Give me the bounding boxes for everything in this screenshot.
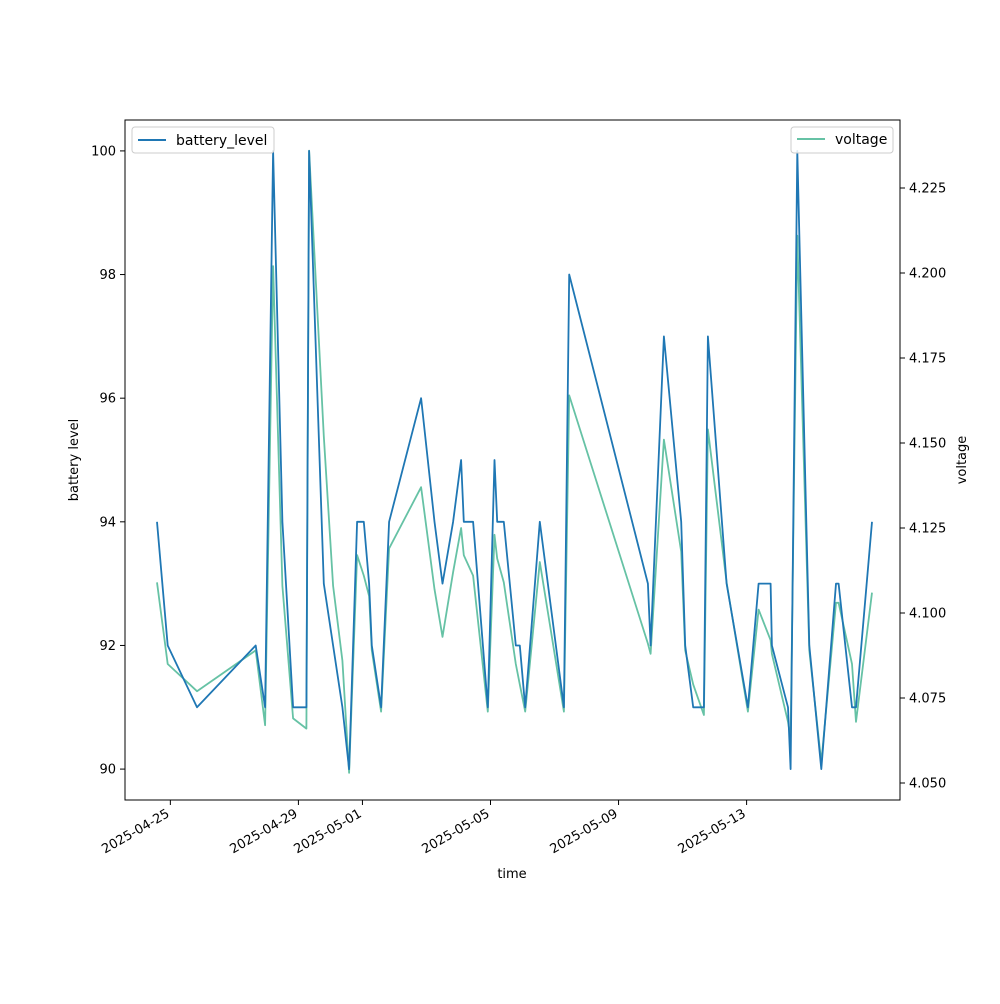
series-line-voltage	[156, 149, 873, 774]
plot-frame	[124, 119, 901, 801]
y-right-tick-label: 4.125	[909, 522, 946, 537]
y-axis-left: 90 92 94 96 98 100	[91, 144, 125, 778]
y-left-tick-label: 92	[99, 639, 116, 654]
y-left-tick-label: 94	[99, 515, 116, 530]
legend-right: voltage	[790, 126, 894, 154]
series-layer	[156, 149, 873, 774]
legend-left: battery_level	[131, 126, 275, 154]
legend-right-box	[790, 126, 894, 154]
y-left-tick-label: 90	[99, 763, 116, 778]
y-left-tick-label: 100	[91, 144, 116, 159]
y-left-tick-label: 96	[99, 392, 116, 407]
legend-left-label: battery_level	[176, 133, 267, 149]
y-axis-right: 4.050 4.075 4.100 4.125 4.150 4.175 4.200 4.225	[900, 182, 946, 792]
legend-right-label: voltage	[835, 132, 887, 148]
y-right-tick-label: 4.175	[909, 352, 946, 367]
y-right-tick-label: 4.200	[909, 267, 946, 282]
series-line-battery-level	[156, 149, 873, 770]
y-right-tick-label: 4.225	[909, 182, 946, 197]
y-right-tick-label: 4.150	[909, 437, 946, 452]
y-right-tick-label: 4.075	[909, 692, 946, 707]
y-right-tick-label: 4.050	[909, 777, 946, 792]
y-axis-right-label: voltage	[955, 436, 970, 485]
legend-left-box	[131, 126, 275, 154]
y-left-tick-label: 98	[99, 268, 116, 283]
x-axis-label: time	[497, 867, 526, 882]
y-right-tick-label: 4.100	[909, 607, 946, 622]
y-axis-left-label: battery level	[67, 419, 82, 502]
